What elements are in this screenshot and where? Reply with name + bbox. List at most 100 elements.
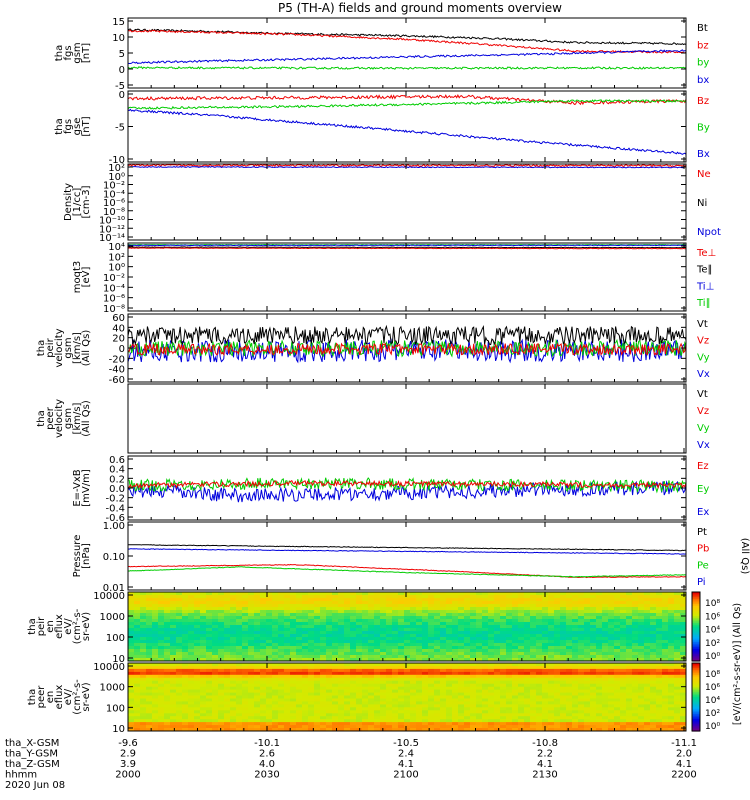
spectrogram-cell (386, 680, 393, 685)
spectrogram-cell (614, 704, 621, 708)
spectrogram-cell (212, 646, 219, 650)
colorbar-cell (692, 714, 700, 717)
spectrogram-cell (482, 619, 489, 623)
spectrogram-cell (410, 646, 417, 650)
spectrogram-cell (554, 692, 561, 697)
spectrogram-cell (620, 640, 627, 644)
spectrogram-cell (350, 640, 357, 644)
spectrogram-cell (368, 652, 375, 656)
spectrogram-cell (284, 695, 291, 700)
spectrogram-cell (680, 637, 686, 641)
spectrogram-cell (488, 689, 495, 694)
spectrogram-cell (308, 722, 315, 726)
spectrogram-cell (440, 668, 447, 673)
spectrogram-cell (404, 652, 411, 656)
spectrogram-cell (140, 601, 147, 605)
spectrogram-cell (146, 668, 153, 673)
spectrogram-cell (596, 625, 603, 629)
spectrogram-cell (272, 707, 279, 711)
spectrogram-cell (446, 619, 453, 623)
spectrogram-cell (242, 686, 249, 691)
spectrogram-cell (584, 671, 591, 676)
colorbar-cell (692, 597, 700, 600)
spectrogram-cell (560, 722, 567, 726)
spectrogram-cell (524, 692, 531, 697)
spectrogram-cell (146, 619, 153, 623)
spectrogram-cell (182, 637, 189, 641)
spectrogram-cell (374, 695, 381, 700)
spectrogram-cell (338, 663, 345, 667)
spectrogram-cell (230, 619, 237, 623)
spectrogram-cell (236, 674, 243, 679)
spectrogram-cell (488, 671, 495, 676)
spectrogram-cell (206, 652, 213, 656)
spectrogram-cell (650, 728, 657, 731)
spectrogram-cell (404, 713, 411, 717)
y-tick-label: 10 (112, 654, 125, 665)
spectrogram-cell (308, 595, 315, 599)
spectrogram-cell (392, 634, 399, 638)
spectrogram-cell (482, 668, 489, 673)
spectrogram-cell (428, 631, 435, 635)
spectrogram-cell (572, 646, 579, 650)
colorbar-cell (692, 593, 700, 596)
spectrogram-cell (332, 616, 339, 620)
spectrogram-cell (452, 674, 459, 679)
spectrogram-cell (278, 649, 285, 653)
spectrogram-cell (602, 686, 609, 691)
spectrogram-cell (266, 725, 273, 729)
spectrogram-cell (506, 640, 513, 644)
spectrogram-cell (560, 631, 567, 635)
spectrogram-cell (524, 658, 531, 661)
spectrogram-cell (278, 698, 285, 703)
spectrogram-cell (656, 634, 663, 638)
spectrogram-cell (566, 686, 573, 691)
spectrogram-cell (230, 610, 237, 614)
spectrogram-cell (602, 677, 609, 682)
spectrogram-cell (278, 610, 285, 614)
spectrogram-cell (254, 722, 261, 726)
spectrogram-cell (290, 686, 297, 691)
spectrogram-cell (230, 701, 237, 705)
spectrogram-cell (584, 692, 591, 697)
spectrogram-cell (428, 628, 435, 632)
spectrogram-cell (164, 634, 171, 638)
spectrogram-cell (212, 716, 219, 720)
spectrogram-cell (278, 595, 285, 599)
spectrogram-cell (548, 598, 555, 602)
spectrogram-cell (284, 637, 291, 641)
spectrogram-cell (134, 649, 141, 653)
spectrogram-cell (428, 704, 435, 708)
spectrogram-cell (158, 622, 165, 626)
spectrogram-cell (254, 610, 261, 614)
spectrogram-cell (272, 666, 279, 670)
spectrogram-cell (170, 631, 177, 635)
colorbar-cell (692, 681, 700, 684)
spectrogram-cell (584, 722, 591, 726)
spectrogram-cell (416, 722, 423, 726)
spectrogram-cell (632, 643, 639, 647)
spectrogram-cell (572, 719, 579, 723)
spectrogram-cell (218, 674, 225, 679)
spectrogram-cell (182, 643, 189, 647)
spectrogram-cell (536, 607, 543, 611)
spectrogram-cell (284, 625, 291, 629)
spectrogram-cell (518, 710, 525, 714)
spectrogram-cell (638, 680, 645, 685)
spectrogram-cell (158, 616, 165, 620)
spectrogram-cell (446, 674, 453, 679)
spectrogram-cell (164, 704, 171, 708)
spectrogram-cell (590, 698, 597, 703)
spectrogram-cell (158, 634, 165, 638)
spectrogram-cell (422, 646, 429, 650)
spectrogram-cell (326, 728, 333, 731)
colorbar-cell (692, 659, 700, 662)
spectrogram-cell (554, 604, 561, 608)
spectrogram-cell (542, 622, 549, 626)
spectrogram-cell (638, 643, 645, 647)
spectrogram-cell (302, 704, 309, 708)
spectrogram-cell (584, 592, 591, 596)
spectrogram-cell (566, 707, 573, 711)
spectrogram-cell (530, 701, 537, 705)
spectrogram-cell (578, 710, 585, 714)
